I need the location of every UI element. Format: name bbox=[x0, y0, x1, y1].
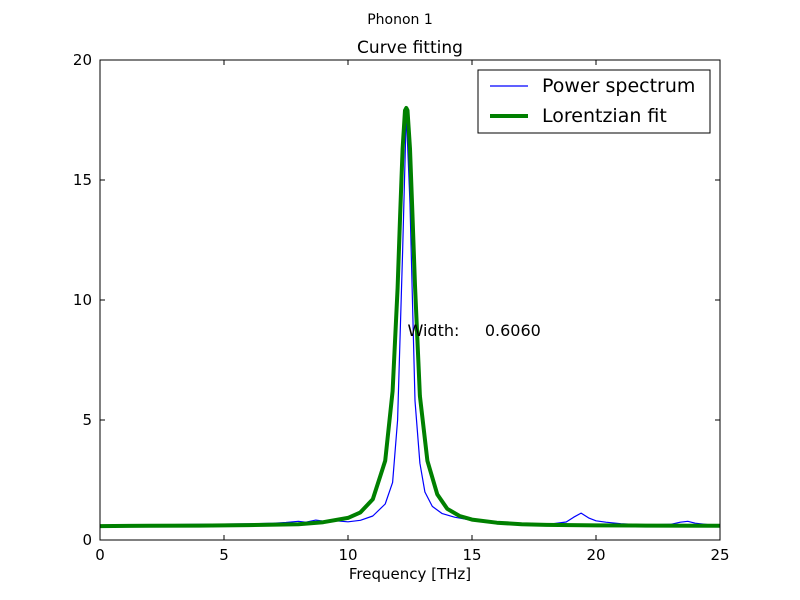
x-tick-label: 0 bbox=[95, 546, 105, 564]
legend: Power spectrum Lorentzian fit bbox=[477, 69, 711, 134]
x-tick-label: 10 bbox=[338, 546, 357, 564]
legend-label-power-spectrum: Power spectrum bbox=[542, 75, 695, 97]
width-annotation: Width: 0.6060 bbox=[408, 321, 541, 340]
legend-label-lorentzian-fit: Lorentzian fit bbox=[542, 105, 667, 127]
y-tick-label: 20 bbox=[73, 51, 92, 69]
x-tick-label: 5 bbox=[219, 546, 229, 564]
x-tick-label: 20 bbox=[586, 546, 605, 564]
series-line-lorentzian-fit bbox=[99, 106, 721, 529]
y-tick-label: 10 bbox=[73, 291, 92, 309]
chart-title: Curve fitting bbox=[357, 38, 463, 58]
ticks-layer: 0 5 10 15 20 25 0 5 10 15 20 bbox=[73, 51, 730, 564]
y-tick-label: 0 bbox=[82, 531, 92, 549]
x-axis-label: Frequency [THz] bbox=[349, 565, 471, 583]
figure-suptitle: Phonon 1 bbox=[367, 12, 433, 28]
x-tick-label: 15 bbox=[462, 546, 481, 564]
y-tick-label: 15 bbox=[73, 171, 92, 189]
legend-box bbox=[477, 69, 711, 134]
y-tick-label: 5 bbox=[82, 411, 92, 429]
plot-frame bbox=[99, 59, 721, 541]
x-tick-label: 25 bbox=[710, 546, 729, 564]
series-layer bbox=[99, 106, 721, 529]
